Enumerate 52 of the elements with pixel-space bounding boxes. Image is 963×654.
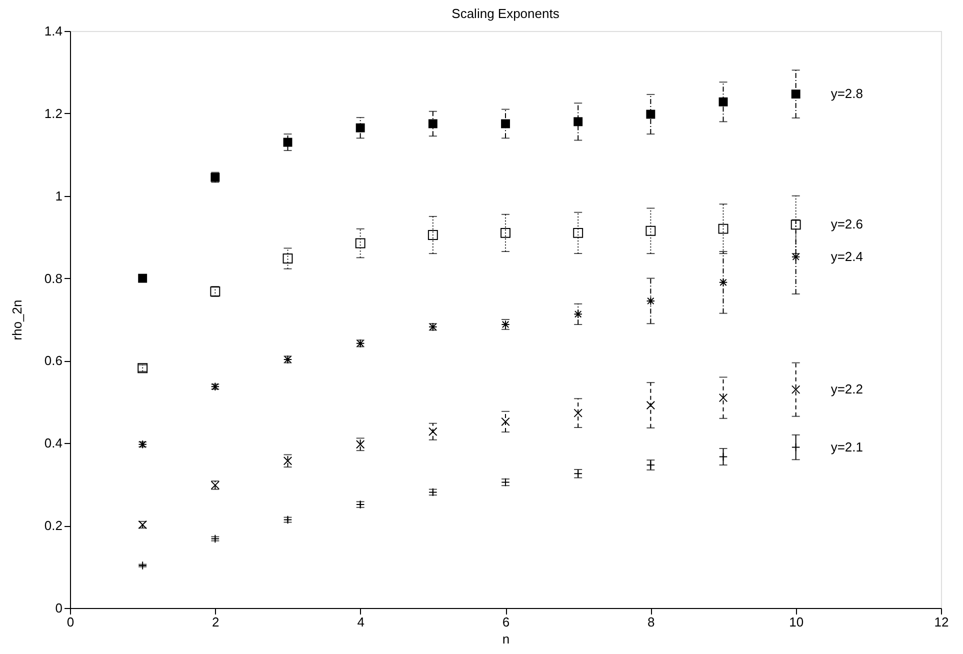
point xyxy=(282,254,293,264)
x-tick-label: 0 xyxy=(66,614,74,630)
x-tick-label: 2 xyxy=(212,614,220,630)
point xyxy=(428,427,438,436)
point xyxy=(718,393,728,402)
y-tick-label: 1 xyxy=(55,188,62,204)
point xyxy=(428,230,438,240)
point xyxy=(574,408,582,418)
point xyxy=(356,440,365,449)
y-tick-label: 0.4 xyxy=(44,436,62,451)
y-tick-label: 0.6 xyxy=(44,353,62,368)
point xyxy=(791,385,800,394)
point xyxy=(646,296,656,306)
y-axis-title: rho_2n xyxy=(9,300,24,340)
text: y=2.2 xyxy=(830,382,864,397)
point xyxy=(500,228,510,238)
text: y=2.6 xyxy=(830,216,864,232)
y-tick-label: 1.2 xyxy=(44,106,62,121)
x-axis-title: n xyxy=(502,632,510,646)
x-tick-label: 12 xyxy=(934,614,949,630)
text: y=2.8 xyxy=(830,86,864,102)
y-tick-label: 1.4 xyxy=(44,24,62,38)
point xyxy=(790,220,801,230)
point xyxy=(646,400,656,410)
point xyxy=(574,310,582,319)
point xyxy=(791,252,800,262)
point xyxy=(646,226,656,236)
point xyxy=(283,456,292,466)
x-tick-label: 6 xyxy=(502,614,510,630)
point xyxy=(283,138,292,147)
y-tick-label: 0.2 xyxy=(44,518,62,534)
point xyxy=(428,119,438,128)
point xyxy=(791,90,800,99)
x-tick-label: 4 xyxy=(357,614,364,630)
point xyxy=(646,110,656,119)
point xyxy=(356,123,365,132)
point xyxy=(718,97,728,106)
text: y=2.1 xyxy=(830,439,864,454)
x-tick-label: 10 xyxy=(789,614,804,630)
x-tick-label: 8 xyxy=(648,614,655,630)
point xyxy=(718,224,728,234)
y-tick-label: 0 xyxy=(55,600,62,616)
point xyxy=(573,228,584,238)
point xyxy=(501,417,510,426)
point xyxy=(718,278,728,287)
y-tick-label: 0.8 xyxy=(44,270,62,286)
chart-title: Scaling Exponents xyxy=(452,6,560,21)
point xyxy=(501,119,510,128)
point xyxy=(138,274,148,283)
point xyxy=(574,117,583,126)
point xyxy=(355,238,366,248)
text: y=2.4 xyxy=(830,248,864,264)
